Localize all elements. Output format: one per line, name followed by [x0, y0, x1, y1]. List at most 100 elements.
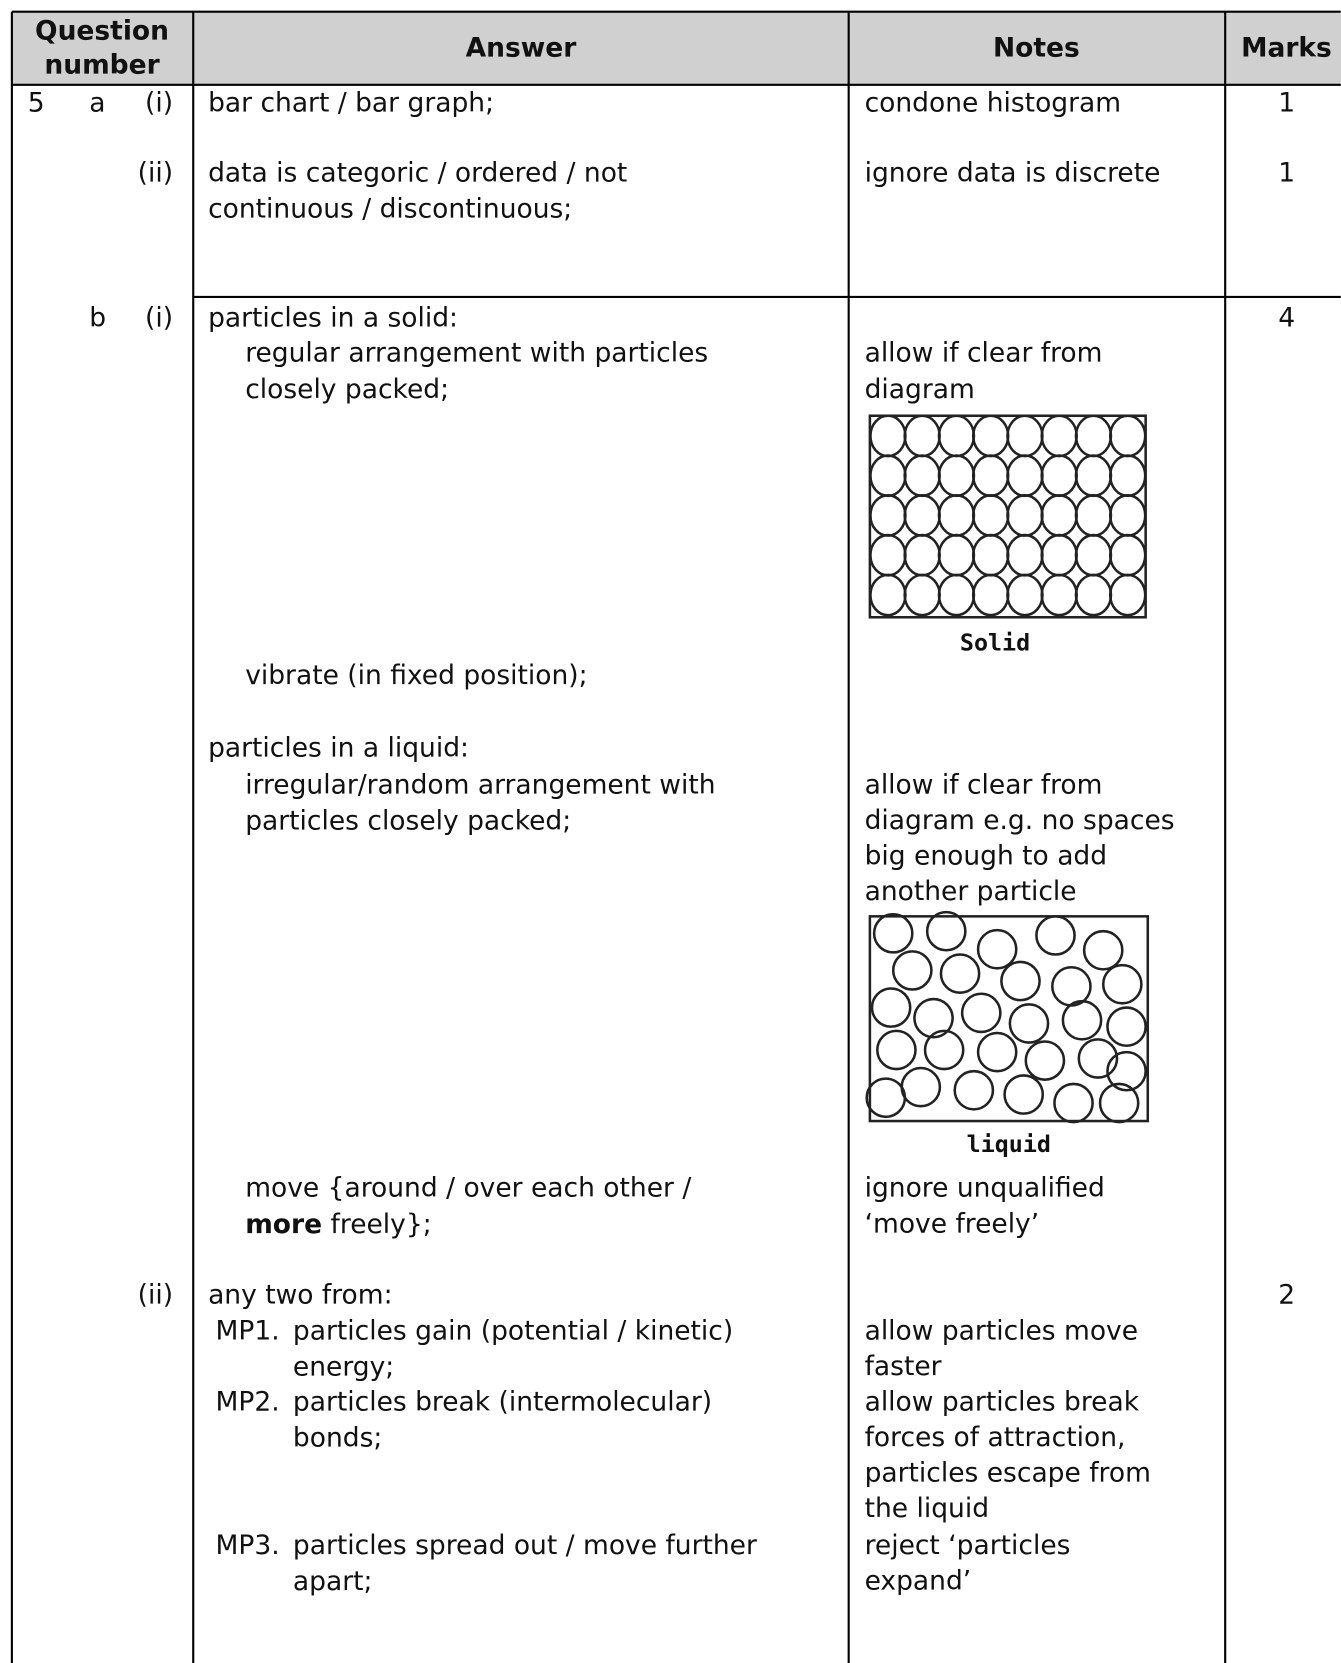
particle	[1006, 494, 1044, 537]
particle	[1106, 1050, 1147, 1092]
particle	[876, 1029, 917, 1071]
answer-text: particles closely packed;	[245, 805, 571, 836]
answer-text: data is categoric / ordered / not	[208, 157, 627, 188]
notes-text: ignore data is discrete	[865, 157, 1161, 188]
particle	[1024, 1040, 1066, 1081]
particle	[976, 1031, 1018, 1073]
diagram-label: Solid	[960, 628, 1030, 656]
particle	[1006, 533, 1044, 577]
particle	[1074, 494, 1113, 537]
part-label: b	[89, 303, 106, 334]
marks: 4	[1278, 303, 1295, 334]
notes-text: ‘move freely’	[865, 1208, 1040, 1239]
notes-text: big enough to add	[865, 840, 1107, 871]
particle	[900, 1066, 942, 1108]
particle	[1074, 533, 1113, 577]
particle	[923, 1029, 965, 1071]
answer-text: continuous / discontinuous;	[208, 193, 572, 224]
particle	[1051, 965, 1092, 1007]
particle	[903, 414, 941, 458]
particle	[913, 997, 954, 1039]
notes-text: allow particles break	[865, 1387, 1140, 1418]
particle	[1040, 494, 1078, 537]
particle	[870, 987, 912, 1028]
particle	[937, 533, 976, 577]
particle	[1006, 454, 1044, 498]
particle	[1008, 1003, 1050, 1044]
subpart-label: (i)	[145, 303, 173, 334]
particle	[903, 454, 941, 498]
notes-text: allow if clear from	[865, 338, 1103, 369]
header-cell: Question	[35, 15, 169, 46]
notes-text: another particle	[865, 876, 1077, 907]
particle	[1108, 494, 1147, 537]
point-label: MP1.	[216, 1316, 280, 1347]
answer-text: energy;	[293, 1352, 394, 1383]
particle	[937, 573, 976, 617]
answer-text: move {around / over each other /	[245, 1172, 691, 1203]
notes-text: forces of attraction,	[865, 1422, 1126, 1453]
particle	[971, 414, 1010, 458]
marks: 1	[1278, 87, 1295, 118]
notes-text: diagram	[865, 374, 975, 405]
particle	[1082, 929, 1124, 971]
particle	[953, 1069, 995, 1111]
header-cell: Notes	[993, 32, 1080, 63]
particle	[937, 454, 976, 498]
particle	[971, 494, 1010, 537]
answer-text: particles gain (potential / kinetic)	[293, 1316, 733, 1347]
particle	[869, 454, 907, 498]
particle	[1006, 573, 1044, 617]
particle	[1040, 573, 1078, 617]
particle	[869, 494, 907, 537]
particle	[1077, 1038, 1119, 1079]
subpart-label: (i)	[145, 87, 173, 118]
particle	[1106, 1006, 1147, 1048]
answer-text: irregular/random arrangement with	[245, 769, 715, 800]
particle	[1000, 960, 1041, 1002]
question-number: 5	[28, 87, 45, 118]
particle	[971, 573, 1010, 617]
notes-text: diagram e.g. no spaces	[865, 805, 1175, 836]
particle	[903, 573, 941, 617]
particle	[869, 533, 907, 577]
liquid-diagram	[865, 910, 1150, 1124]
particle	[960, 992, 1002, 1034]
notes-text: reject ‘particles	[865, 1530, 1071, 1561]
notes-text: particles escape from	[865, 1458, 1151, 1489]
particle	[925, 910, 967, 952]
bold-word: more	[245, 1208, 322, 1239]
answer-text: any two from:	[208, 1280, 392, 1311]
marks: 2	[1278, 1280, 1295, 1311]
particle	[1108, 414, 1147, 458]
answer-text: more freely};	[245, 1208, 431, 1239]
diagram-label: liquid	[967, 1130, 1051, 1158]
particle	[1074, 573, 1113, 617]
answer-text: bonds;	[293, 1423, 382, 1454]
particle	[1035, 915, 1076, 956]
particle	[1061, 999, 1103, 1041]
particle	[937, 494, 976, 537]
particle	[1074, 414, 1113, 458]
particle	[903, 494, 941, 537]
answer-text: particles in a solid:	[208, 303, 458, 334]
point-label: MP2.	[216, 1387, 280, 1418]
particle	[1040, 414, 1078, 458]
header-background	[11, 11, 1341, 85]
answer-text: freely};	[331, 1208, 432, 1239]
marks: 1	[1278, 157, 1295, 188]
particle	[869, 414, 907, 458]
notes-text: faster	[865, 1351, 942, 1382]
particle	[869, 573, 907, 617]
header-cell: number	[44, 49, 159, 80]
particle	[1108, 533, 1147, 577]
particle	[1003, 1074, 1045, 1115]
notes-text: ignore unqualified	[865, 1172, 1105, 1203]
particle	[1053, 1082, 1094, 1124]
answer-text: regular arrangement with particles	[245, 338, 708, 369]
particle	[865, 1077, 907, 1119]
answer-text: bar chart / bar graph;	[208, 87, 494, 118]
particle	[1040, 533, 1078, 577]
solid-diagram	[868, 414, 1147, 619]
